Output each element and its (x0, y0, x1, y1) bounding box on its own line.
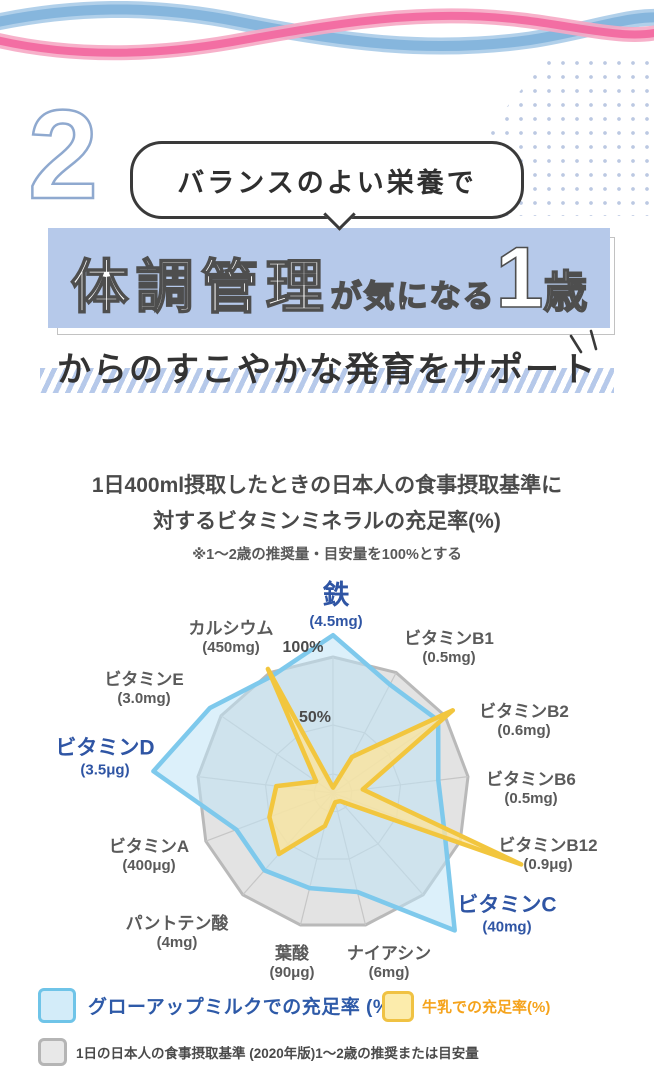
legend-milk-swatch (382, 991, 414, 1022)
ribbon-decoration (0, 1, 654, 61)
radar-plot-area: 100% 50% (151, 632, 524, 933)
axis-label-12: カルシウム (450mg) (188, 619, 274, 657)
axis-label-3: ビタミンB6 (0.5mg) (486, 770, 576, 808)
headline-part-age: 歳 (543, 267, 589, 318)
chart-note: ※1〜2歳の推奨量・目安量を100%とする (192, 547, 462, 563)
legend-milk: 牛乳での充足率(%) (382, 991, 550, 1022)
axis-label-10: ビタミンD (3.5μg) (55, 736, 155, 779)
axis-label-7: 葉酸 (90μg) (269, 944, 315, 982)
chart-title: 1日400ml摂取したときの日本人の食事摂取基準に 対するビタミンミネラルの充足… (0, 468, 654, 540)
speech-bubble-text: バランスのよい栄養で (177, 167, 477, 198)
legend-standard-swatch (38, 1038, 67, 1066)
legend-standard-label: 1日の日本人の食事摂取基準 (2020年版)1〜2歳の推奨または目安量 (76, 1046, 479, 1061)
axis-label-5: ビタミンC (40mg) (457, 893, 557, 936)
axis-label-6: ナイアシン (6mg) (346, 944, 432, 982)
emphasis-marks (569, 329, 598, 354)
axis-label-0: 鉄 (4.5mg) (309, 579, 363, 630)
legend-milk-label: 牛乳での充足率(%) (422, 999, 551, 1016)
headline-part-mid: が気になる (330, 278, 496, 315)
chart-title-line1: 1日400ml摂取したときの日本人の食事摂取基準に (91, 474, 563, 497)
headline-part-number: 1 (495, 229, 544, 327)
ring-label-0: 100% (283, 639, 324, 656)
chart-title-line2: 対するビタミンミネラルの充足率(%) (153, 510, 501, 533)
ring-label-1: 50% (299, 709, 331, 726)
axis-label-9: ビタミンA (400μg) (108, 837, 190, 875)
legend-standard: 1日の日本人の食事摂取基準 (2020年版)1〜2歳の推奨または目安量 (38, 1038, 479, 1066)
legend-growup-label: グローアップミルクでの充足率 (%) (88, 997, 398, 1018)
headline-line2: からのすこやかな発育をサポート (57, 351, 597, 389)
speech-bubble: バランスのよい栄養で (130, 141, 524, 219)
headline-banner: 体調管理 が気になる 1 歳 (48, 228, 610, 328)
headline-part-main: 体調管理 (70, 254, 331, 321)
legend-growup: グローアップミルクでの充足率 (%) (38, 988, 397, 1023)
axis-label-11: ビタミンE (3.0mg) (104, 670, 184, 708)
section-number: 2 (27, 84, 100, 225)
radar-chart: 100% 50% 鉄 (4.5mg) ビタミンB1 (0.5mg) ビタミンB2 (0.6m… (0, 570, 654, 1000)
axis-label-4: ビタミンB12 (0.9μg) (498, 836, 598, 874)
legend-growup-swatch (38, 988, 76, 1023)
striped-underline (40, 368, 614, 393)
axis-label-2: ビタミンB2 (0.6mg) (479, 702, 569, 740)
axis-label-8: パントテン酸 (4mg) (125, 914, 229, 952)
axis-label-1: ビタミンB1 (0.5mg) (404, 629, 494, 667)
